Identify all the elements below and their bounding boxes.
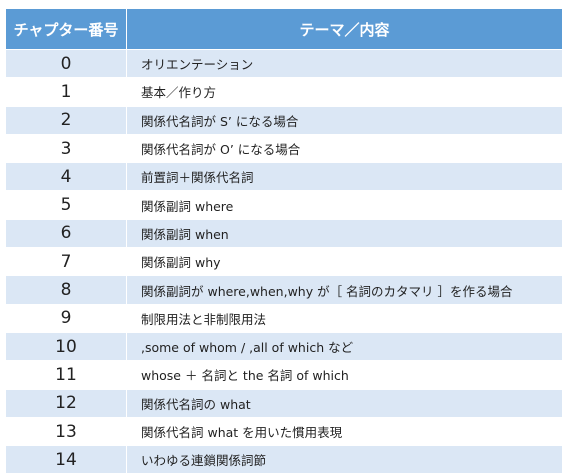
- chapter-number: 10: [5, 331, 127, 362]
- table-row: 7 関係副詞 why: [5, 247, 563, 277]
- chapter-topic: 関係代名詞 what を用いた慣用表現: [126, 416, 563, 447]
- table-row: 14 いわゆる連鎖関係詞節: [5, 445, 563, 475]
- chapter-number: 8: [5, 275, 127, 305]
- table-row: 13 関係代名詞 what を用いた慣用表現: [5, 416, 563, 447]
- table-body: 0 オリエンテーション 1 基本／作り方 2 関係代名詞が S’ になる場合 3 関係代名詞が…: [5, 48, 563, 475]
- table-row: 9 制限用法と非制限用法: [5, 303, 563, 333]
- table-row: 4 前置詞＋関係代名詞: [5, 162, 563, 192]
- chapter-topic: 関係副詞 why: [126, 247, 563, 277]
- chapter-number: 11: [5, 360, 127, 390]
- chapter-number: 1: [5, 77, 127, 107]
- chapter-topic: 関係副詞 when: [126, 218, 563, 249]
- chapter-number: 12: [5, 388, 127, 418]
- chapter-topic: whose ＋ 名詞と the 名詞 of which: [126, 360, 563, 390]
- chapter-topic: 基本／作り方: [126, 77, 563, 107]
- chapter-table: チャプター番号 テーマ／内容 0 オリエンテーション 1 基本／作り方 2 関係代名詞が …: [5, 8, 563, 475]
- chapter-number: 5: [5, 190, 127, 220]
- table-row: 3 関係代名詞が O’ になる場合: [5, 133, 563, 164]
- table-row: 1 基本／作り方: [5, 77, 563, 107]
- table-row: 11 whose ＋ 名詞と the 名詞 of which: [5, 360, 563, 390]
- chapter-number: 4: [5, 162, 127, 192]
- table-row: 0 オリエンテーション: [5, 48, 563, 79]
- chapter-number: 3: [5, 133, 127, 164]
- table-row: 6 関係副詞 when: [5, 218, 563, 249]
- chapter-topic: 関係副詞 where: [126, 190, 563, 220]
- chapter-number: 6: [5, 218, 127, 249]
- chapter-topic: オリエンテーション: [126, 48, 563, 79]
- chapter-topic: 前置詞＋関係代名詞: [126, 162, 563, 192]
- table-header: チャプター番号 テーマ／内容: [5, 8, 563, 50]
- table-row: 8 関係副詞が where,when,why が［ 名詞のカタマリ ］を作る場合: [5, 275, 563, 305]
- chapter-topic: 関係代名詞の what: [126, 388, 563, 418]
- chapter-topic: いわゆる連鎖関係詞節: [126, 445, 563, 475]
- chapter-number: 14: [5, 445, 127, 475]
- header-cell: テーマ／内容: [126, 8, 563, 50]
- chapter-topic: 関係代名詞が S’ になる場合: [126, 105, 563, 135]
- header-row: チャプター番号 テーマ／内容: [5, 8, 563, 50]
- chapter-number: 7: [5, 247, 127, 277]
- table-row: 12 関係代名詞の what: [5, 388, 563, 418]
- chapter-topic: 制限用法と非制限用法: [126, 303, 563, 333]
- table-row: 5 関係副詞 where: [5, 190, 563, 220]
- chapter-number: 13: [5, 416, 127, 447]
- chapter-number: 9: [5, 303, 127, 333]
- header-cell: チャプター番号: [5, 8, 127, 50]
- chapter-topic: 関係代名詞が O’ になる場合: [126, 133, 563, 164]
- table-row: 2 関係代名詞が S’ になる場合: [5, 105, 563, 135]
- chapter-topic: 関係副詞が where,when,why が［ 名詞のカタマリ ］を作る場合: [126, 275, 563, 305]
- chapter-number: 0: [5, 48, 127, 79]
- chapter-number: 2: [5, 105, 127, 135]
- chapter-topic: ,some of whom / ,all of which など: [126, 331, 563, 362]
- table-row: 10 ,some of whom / ,all of which など: [5, 331, 563, 362]
